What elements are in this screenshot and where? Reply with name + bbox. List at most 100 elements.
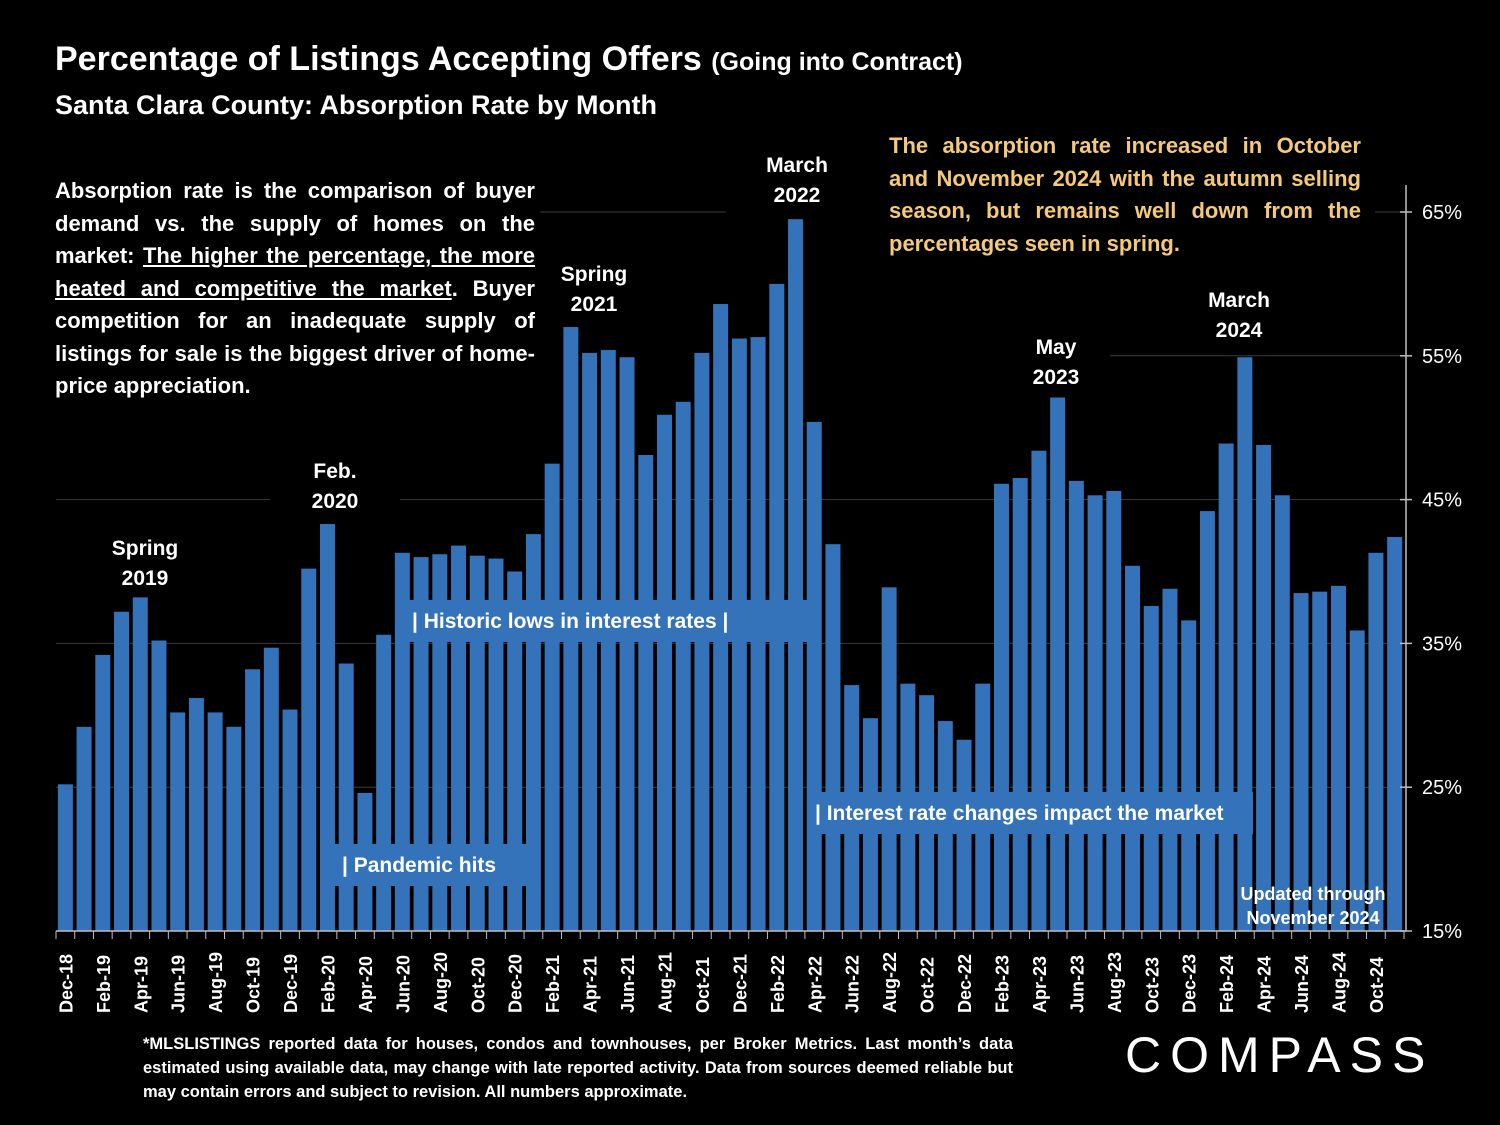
bar-Feb-23	[993, 483, 1009, 931]
bar-May-23	[1050, 397, 1066, 931]
updated-note: November 2024	[1246, 908, 1379, 928]
x-tick-label: Apr-19	[131, 956, 151, 1013]
x-tick-label: Feb-23	[992, 955, 1012, 1013]
bar-Jul-24	[1312, 591, 1328, 931]
annotation-label: March	[1208, 289, 1270, 312]
description-text: Absorption rate is the comparison of buy…	[55, 175, 535, 403]
footnote: *MLSLISTINGS reported data for houses, c…	[143, 1035, 1013, 1101]
bar-Dec-20	[507, 571, 523, 931]
bar-Mar-22	[788, 219, 804, 931]
compass-logo: COMPASS	[1125, 1027, 1435, 1083]
bar-Mar-19	[114, 611, 130, 931]
bar-Oct-24	[1368, 552, 1384, 931]
range-label-box	[333, 844, 530, 886]
x-tick-label: Jun-21	[618, 955, 638, 1013]
bar-Sep-21	[675, 401, 691, 931]
annotation-label: Spring	[561, 263, 628, 286]
annotation-label: 2024	[1216, 319, 1263, 342]
bar-Nov-20	[488, 558, 504, 931]
bar-Dec-23	[1181, 620, 1197, 931]
bar-Oct-20	[469, 555, 485, 931]
bar-Nov-23	[1162, 588, 1178, 931]
chart-title: Percentage of Listings Accepting Offers …	[55, 40, 963, 79]
bar-Oct-19	[245, 669, 261, 931]
x-tick-label: Dec-20	[506, 954, 526, 1013]
y-tick-label: 45%	[1422, 490, 1462, 512]
bar-Nov-24	[1387, 536, 1403, 931]
bar-Feb-24	[1218, 443, 1234, 931]
annotation-label: 2023	[1033, 366, 1080, 389]
annotation-label: 2022	[774, 184, 821, 207]
y-tick-label: 35%	[1422, 633, 1462, 655]
bar-Mar-24	[1237, 357, 1253, 931]
annotation-label: March	[766, 154, 828, 177]
annotation-label: 2019	[122, 567, 169, 590]
bar-May-20	[376, 634, 392, 931]
bar-Dec-19	[282, 709, 298, 931]
bar-Aug-21	[656, 414, 672, 931]
bar-Jul-20	[413, 557, 429, 931]
x-tick-label: Dec-19	[281, 954, 301, 1013]
range-label-box	[405, 600, 810, 642]
bar-Feb-21	[544, 463, 560, 931]
bar-Jan-24	[1199, 511, 1215, 931]
bar-Aug-23	[1106, 490, 1122, 931]
annotation-label: May	[1036, 336, 1077, 359]
range-label-text: | Pandemic hits	[342, 854, 496, 877]
bar-Jun-21	[619, 357, 635, 931]
title-main: Percentage of Listings Accepting Offers	[55, 40, 702, 78]
x-tick-label: Feb-19	[94, 955, 114, 1013]
bar-Oct-23	[1143, 606, 1159, 931]
y-tick-label: 55%	[1422, 346, 1462, 368]
x-tick-label: Feb-22	[768, 955, 788, 1013]
x-tick-label: Aug-21	[655, 952, 675, 1013]
description-underlined: The higher the percentage, the more heat…	[55, 243, 536, 301]
bar-Jan-20	[301, 568, 317, 931]
x-tick-label: Jun-23	[1067, 955, 1087, 1013]
x-tick-label: Aug-20	[431, 952, 451, 1013]
bar-Sep-24	[1349, 630, 1365, 931]
bar-Jul-19	[188, 698, 204, 931]
bar-Jul-21	[638, 455, 654, 931]
x-tick-label: Oct-21	[693, 957, 713, 1013]
x-tick-label: Dec-18	[56, 954, 76, 1013]
highlight-note: The absorption rate increased in October…	[889, 133, 1361, 256]
x-tick-label: Apr-24	[1255, 956, 1275, 1013]
bar-Feb-20	[319, 524, 335, 931]
bar-Apr-24	[1256, 444, 1272, 931]
annotation-label: Feb.	[313, 460, 356, 483]
bar-Jun-19	[170, 712, 186, 931]
x-tick-label: Feb-24	[1217, 955, 1237, 1013]
range-label-text: | Historic lows in interest rates |	[412, 610, 728, 633]
bar-Jun-23	[1068, 480, 1084, 931]
bar-Feb-19	[95, 654, 111, 931]
x-tick-label: Feb-20	[318, 955, 338, 1013]
bar-Apr-19	[132, 597, 148, 931]
x-tick-label: Apr-21	[581, 956, 601, 1013]
x-tick-label: Jun-22	[843, 955, 863, 1013]
annotation-label: 2020	[312, 490, 359, 513]
description-part1: Absorption rate is the comparison of buy…	[55, 178, 535, 268]
x-tick-label: Aug-23	[1105, 952, 1125, 1013]
x-tick-label: Jun-19	[169, 955, 189, 1013]
x-tick-label: Oct-24	[1367, 957, 1387, 1013]
range-label-text: | Interest rate changes impact the marke…	[815, 802, 1224, 825]
bar-Jan-19	[76, 726, 92, 931]
x-tick-label: Jun-24	[1292, 955, 1312, 1013]
annotation-label: Spring	[112, 537, 179, 560]
bar-May-19	[151, 640, 167, 931]
x-tick-label: Apr-22	[805, 956, 825, 1013]
title-suffix: (Going into Contract)	[711, 48, 963, 76]
x-tick-label: Aug-22	[880, 952, 900, 1013]
x-tick-label: Dec-23	[1180, 954, 1200, 1013]
bar-Sep-23	[1125, 565, 1141, 931]
bar-Jun-20	[394, 552, 410, 931]
y-tick-label: 15%	[1422, 921, 1462, 943]
bar-Apr-22	[806, 421, 822, 931]
y-tick-label: 25%	[1422, 777, 1462, 799]
y-tick-label: 65%	[1422, 202, 1462, 224]
bar-Dec-22	[956, 739, 972, 931]
x-tick-label: Apr-20	[356, 956, 376, 1013]
x-tick-label: Dec-21	[730, 954, 750, 1013]
bar-Apr-23	[1031, 450, 1047, 931]
